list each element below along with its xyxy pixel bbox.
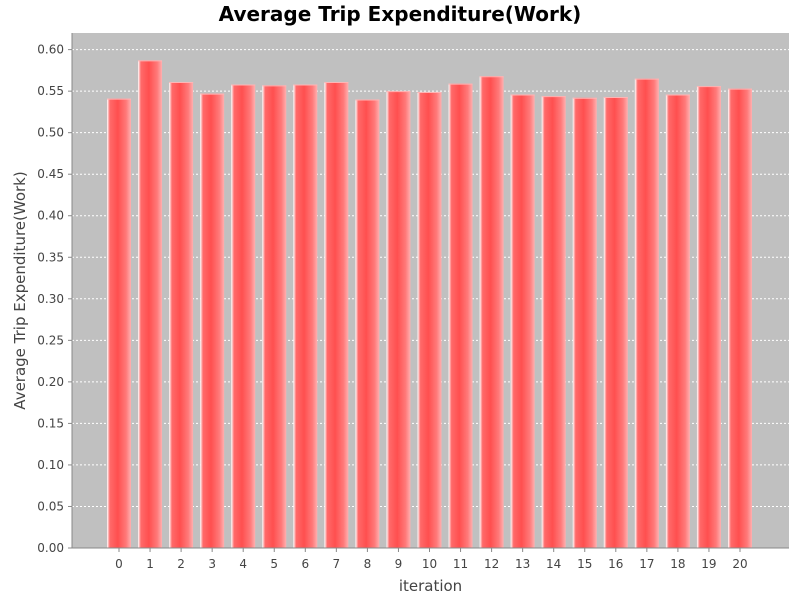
x-tick-label: 16: [608, 557, 623, 571]
y-tick-label: 0.55: [37, 84, 64, 98]
y-tick-label: 0.25: [37, 333, 64, 347]
x-tick-label: 0: [115, 557, 123, 571]
bar-1: [138, 60, 163, 549]
x-tick-label: 10: [422, 557, 437, 571]
bar: [665, 94, 690, 548]
bar: [510, 94, 535, 548]
bar: [572, 97, 597, 549]
x-axis-label: iteration: [399, 577, 462, 595]
bar: [262, 85, 287, 549]
y-tick-label: 0.05: [37, 499, 64, 513]
bar-16: [603, 96, 628, 548]
bar-12: [479, 76, 504, 549]
bar: [138, 60, 163, 549]
y-axis-label: Average Trip Expenditure(Work): [11, 171, 29, 409]
y-tick-label: 0.50: [37, 126, 64, 140]
bar: [355, 99, 380, 549]
bar: [448, 83, 473, 548]
bar: [417, 91, 442, 549]
y-tick-label: 0.10: [37, 458, 64, 472]
bar-5: [262, 85, 287, 549]
bar: [231, 84, 256, 548]
x-tick-label: 9: [395, 557, 403, 571]
y-tick-label: 0.15: [37, 416, 64, 430]
x-tick-label: 20: [732, 557, 747, 571]
bar: [293, 84, 318, 548]
bar: [324, 82, 349, 549]
bar: [696, 86, 721, 549]
bar-11: [448, 83, 473, 548]
x-tick-label: 14: [546, 557, 561, 571]
bar-0: [107, 98, 131, 548]
y-tick-label: 0.35: [37, 250, 64, 264]
bar: [634, 78, 659, 548]
bar: [107, 98, 131, 548]
x-tick-label: 13: [515, 557, 530, 571]
x-tick-label: 19: [701, 557, 716, 571]
bar: [169, 82, 194, 549]
bar-10: [417, 91, 442, 549]
x-tick-label: 2: [177, 557, 185, 571]
bar-17: [634, 78, 659, 548]
x-tick-label: 6: [301, 557, 309, 571]
bar-15: [572, 97, 597, 549]
x-tick-label: 18: [670, 557, 685, 571]
bar-3: [200, 93, 225, 549]
bar-9: [386, 91, 411, 548]
x-tick-label: 7: [333, 557, 341, 571]
bar: [541, 96, 566, 549]
bar: [479, 76, 504, 549]
y-tick-label: 0.60: [37, 43, 64, 57]
y-tick-label: 0.30: [37, 292, 64, 306]
x-tick-label: 4: [239, 557, 247, 571]
bar: [386, 91, 411, 548]
x-tick-label: 1: [146, 557, 154, 571]
x-tick-label: 17: [639, 557, 654, 571]
bar-6: [293, 84, 318, 548]
chart-title: Average Trip Expenditure(Work): [219, 2, 582, 26]
bar-8: [355, 99, 380, 549]
x-tick-label: 15: [577, 557, 592, 571]
bar-19: [696, 86, 721, 549]
bar-20: [728, 88, 752, 548]
y-tick-label: 0.00: [37, 541, 64, 555]
x-tick-label: 5: [270, 557, 278, 571]
bar-7: [324, 82, 349, 549]
bar-2: [169, 82, 194, 549]
x-tick-label: 3: [208, 557, 216, 571]
y-tick-label: 0.40: [37, 209, 64, 223]
bar: [603, 96, 628, 548]
y-tick-label: 0.20: [37, 375, 64, 389]
bar-4: [231, 84, 256, 548]
x-tick-label: 11: [453, 557, 468, 571]
bars: [107, 60, 752, 549]
x-axis: 0 1 2 3 4 5 6 7 8 9 10 11 12 13 14 15 16 17 18 19 20: [72, 547, 789, 571]
bar-18: [665, 94, 690, 548]
x-tick-label: 12: [484, 557, 499, 571]
bar: [200, 93, 225, 549]
bar: [728, 88, 752, 548]
y-axis: 0.00 0.05 0.10 0.15 0.20 0.25 0.30 0.35 0.40 0.45…: [37, 33, 73, 555]
x-tick-label: 8: [364, 557, 372, 571]
bar-14: [541, 96, 566, 549]
y-tick-label: 0.45: [37, 167, 64, 181]
bar-13: [510, 94, 535, 548]
